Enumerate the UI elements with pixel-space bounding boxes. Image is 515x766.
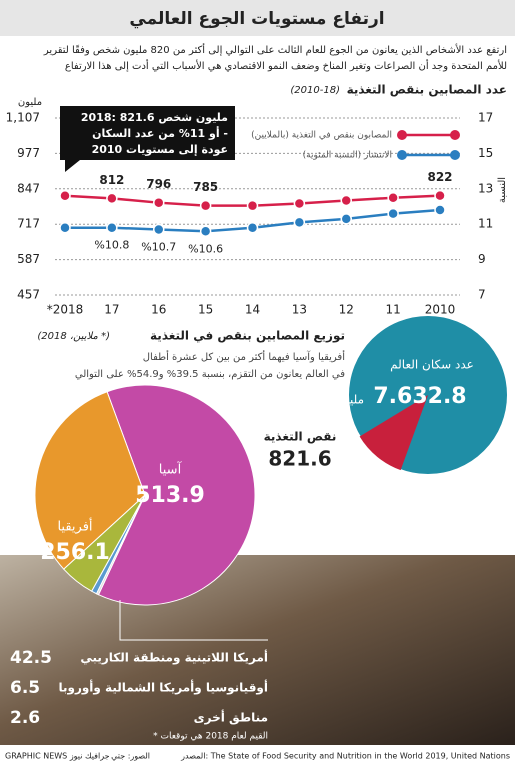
x-tick-label: 15 [198,303,213,317]
note: أفريقيا وآسيا فيهما أكثر من بين كل عشرة … [143,350,345,363]
value-label: 796 [146,177,171,191]
pie-slice [97,384,256,606]
data-point [387,192,399,204]
value-label: 822 [427,170,452,184]
y2-tick-label: 9 [478,252,486,266]
x-tick-label: 17 [104,303,119,317]
y-tick-label: 717 [17,217,40,231]
data-point [434,189,446,202]
legend-value: 42.5 [10,648,52,668]
legend-marker [450,130,460,140]
data-point [59,189,71,202]
note: في العالم يعانون من التقزم، بنسبة 39.5% … [75,369,345,380]
intro: ارتفع عدد الأشخاص الذين يعانون من الجوع … [43,43,507,56]
brand: GRAPHIC NEWS جرافيك نيوز [5,752,110,761]
pie-slice [34,391,146,570]
leader-line [119,600,268,641]
data-point [59,221,71,234]
value-label: %10.7 [141,241,176,254]
data-point [340,213,352,225]
y2-tick-label: 17 [478,111,493,125]
y2-tick-label: 13 [478,181,493,195]
value-label: %10.8 [94,239,129,252]
source: المصدر: The State of Food Security and N… [180,752,510,761]
x-tick-label: 16 [151,303,166,317]
annotation-pointer [65,160,80,172]
legend-marker [397,130,407,140]
chart-subtitle: (ملايين، 2018 *) [37,331,110,342]
slice-label: نقص التغذية [264,430,337,444]
data-point [199,225,212,238]
legend-label: أوقيانوسيا وأمريكا الشمالية وأوروبا [58,680,268,696]
footnote: * القيم لعام 2018 هي توقعات [153,732,268,742]
y-tick-label: 587 [17,252,40,266]
total-unit: مليارات [326,393,364,408]
data-point [106,221,118,234]
data-point [106,192,118,205]
pie-slice [95,494,146,596]
y-tick-label: 457 [17,288,40,302]
y2-tick-label: 7 [478,288,486,302]
legend-value: 6.5 [10,678,40,698]
value-label: 812 [99,173,124,187]
data-point [293,216,306,229]
legend-value: 2.6 [10,708,40,728]
data-point [340,194,352,207]
y-tick-label: 977 [17,146,40,160]
slice-label: آسيا [159,461,183,478]
value-label: 785 [193,180,218,194]
y2-axis-label: النسبة [497,177,508,203]
x-tick-label: *2018 [47,303,84,317]
data-point [246,221,259,234]
annotation: عودة إلى مستويات 2010 [92,143,228,156]
annotation: أو 11% من عدد السكان - [92,126,228,140]
x-tick-label: 13 [292,303,307,317]
legend-marker [397,150,407,160]
title: ارتفاع مستويات الجوع العالمي [129,9,384,29]
y2-tick-label: 11 [478,217,493,231]
footer-bar [0,746,515,766]
data-point [153,196,165,209]
legend-label: مناطق أخرى [194,710,268,725]
chart-subtitle: (2010-18) [290,85,340,96]
annotation: 2018: 821.6 مليون شخص [81,111,228,124]
pie-title: عدد سكان العالم [390,358,474,372]
y-axis-label: مليون [18,97,42,108]
total-value: 7.632.8 [373,384,466,409]
x-tick-label: 2010 [425,303,456,317]
legend-label: المصابون بنقص في التغذية (بالملايين) [251,131,392,141]
slice-value: 513.9 [135,483,205,508]
pie-slice [359,395,428,471]
x-tick-label: 12 [339,303,354,317]
x-tick-label: 11 [385,303,400,317]
data-point [434,204,446,216]
legend-label: الانتشار (النسبة المئوية) [303,151,392,161]
title-bar [0,0,515,36]
data-point [246,199,259,212]
y-tick-label: 1,107 [6,111,40,125]
data-point [153,223,165,236]
chart-title: توزيع المصابين بنقص في التغذية [150,329,345,344]
chart-title: عدد المصابين بنقص التغذية [347,83,507,97]
x-tick-label: 14 [245,303,260,317]
slice-label: أفريقيا [57,518,92,535]
y2-tick-label: 15 [478,146,493,160]
data-point [199,199,212,212]
annotation-box [60,106,235,160]
slice-value: 256.1 [40,540,110,565]
legend-marker [450,150,460,160]
intro: للأمم المتحدة وجد أن الصراعات وتغير المن… [65,59,507,72]
data-point [387,207,399,220]
y-tick-label: 847 [17,181,40,195]
value-label: %10.6 [188,242,223,255]
data-point [293,197,306,210]
slice-value: 821.6 [268,447,331,471]
legend-label: أمريكا اللاتينية ومنطقة الكاريبي [80,650,268,666]
photo-credit: الصور: جتي [111,752,150,761]
